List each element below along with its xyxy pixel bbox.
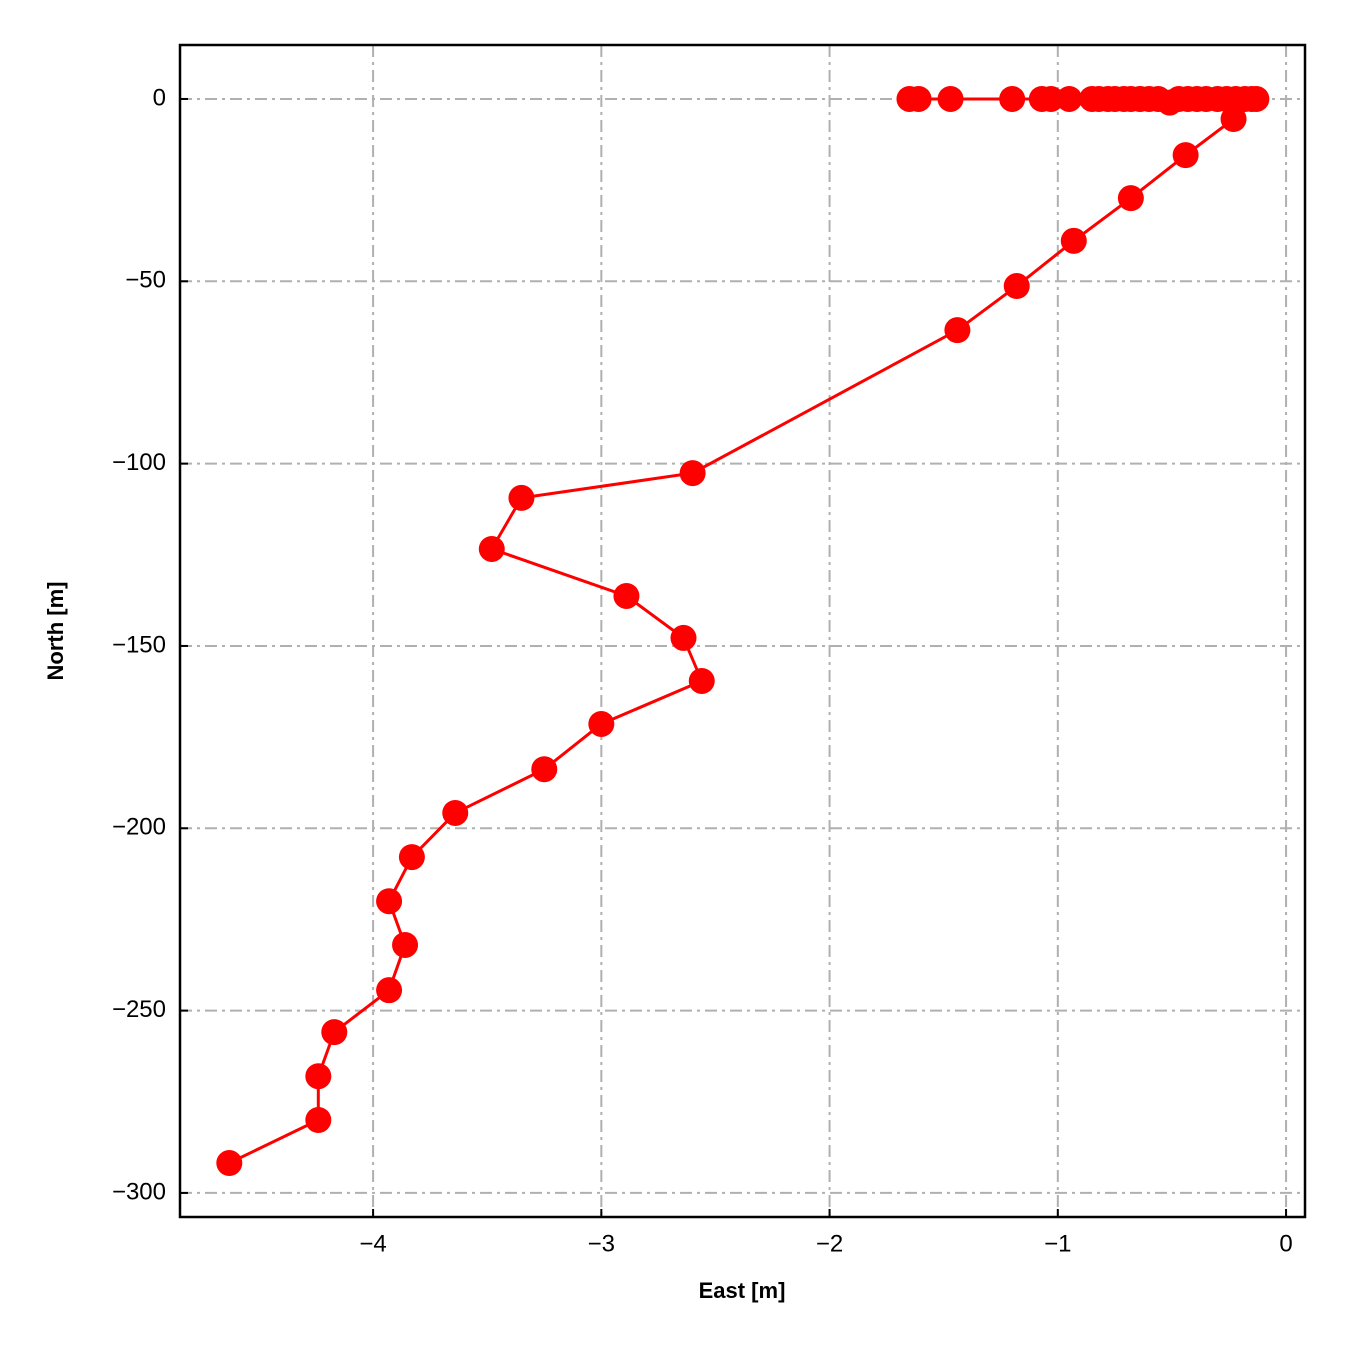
y-tick-label: −200	[112, 814, 166, 841]
point	[679, 460, 706, 487]
point	[999, 85, 1026, 112]
point	[478, 535, 505, 562]
point	[1117, 185, 1144, 212]
x-axis-label: East [m]	[699, 1278, 786, 1303]
point	[588, 710, 615, 737]
y-tick-label: −100	[112, 449, 166, 476]
point	[688, 667, 715, 694]
point	[1060, 227, 1087, 254]
point	[305, 1107, 332, 1134]
point	[944, 317, 971, 344]
point	[905, 85, 932, 112]
plot-frame	[178, 43, 1307, 1219]
point	[1003, 273, 1030, 300]
x-tick-label: −1	[1044, 1230, 1071, 1257]
y-tick-label: 0	[153, 84, 166, 111]
point	[613, 582, 640, 609]
point	[392, 931, 419, 958]
point	[376, 977, 403, 1004]
x-tick-label: −2	[816, 1230, 843, 1257]
point	[1172, 142, 1199, 169]
y-tick-label: −50	[125, 267, 166, 294]
y-tick-label: −300	[112, 1178, 166, 1205]
point	[305, 1063, 332, 1090]
point	[531, 756, 558, 783]
point	[670, 624, 697, 651]
point	[398, 844, 425, 871]
point	[1220, 106, 1247, 133]
point	[1037, 85, 1064, 112]
point	[1243, 85, 1270, 112]
point	[376, 888, 403, 915]
x-tick-label: 0	[1279, 1230, 1292, 1257]
y-tick-label: −150	[112, 631, 166, 658]
series-line	[228, 97, 1261, 1165]
point	[442, 799, 469, 826]
x-tick-label: −3	[588, 1230, 615, 1257]
x-tick-label: −4	[359, 1230, 386, 1257]
point	[937, 85, 964, 112]
y-axis-label: North [m]	[43, 582, 68, 681]
point	[1056, 85, 1083, 112]
y-tick-label: −250	[112, 996, 166, 1023]
point	[321, 1019, 348, 1046]
point	[508, 484, 535, 511]
point	[216, 1150, 243, 1177]
